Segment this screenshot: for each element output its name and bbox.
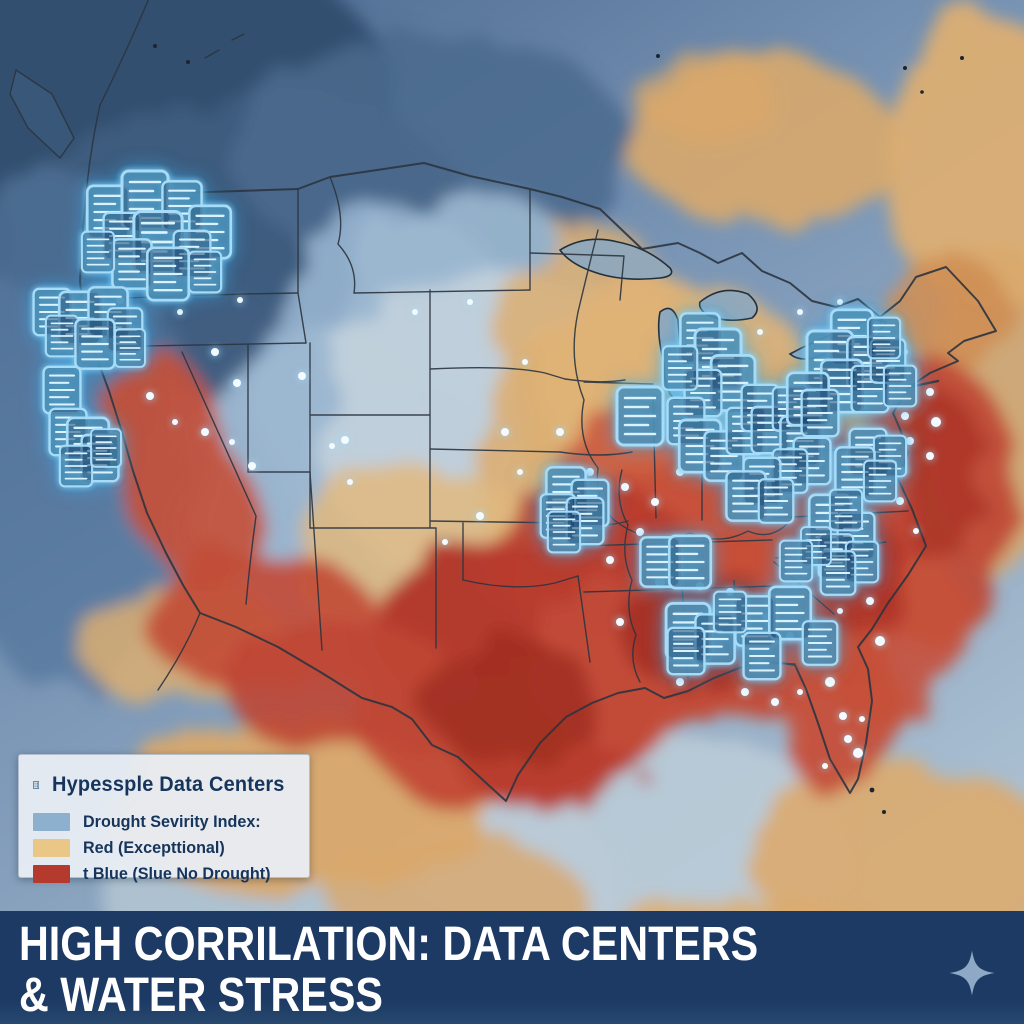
glow-dot <box>501 428 509 436</box>
glow-dot <box>616 618 624 626</box>
legend: Hypessple Data Centers Drought Sevirity … <box>18 754 310 883</box>
glow-dot <box>412 309 418 315</box>
legend-label-index: Drought Sevirity Index: <box>83 811 261 831</box>
glow-dot <box>248 462 256 470</box>
legend-swatch-blue <box>33 812 70 831</box>
glow-dot <box>741 688 749 696</box>
banner-title: HIGH CORRILATION: DATA CENTERS & WATER S… <box>19 919 879 1021</box>
legend-swatch-tan <box>33 838 70 857</box>
glow-dot <box>931 417 941 427</box>
glow-dot <box>676 678 684 686</box>
glow-dot <box>476 512 484 520</box>
data-center-marker <box>800 388 840 438</box>
glow-dot <box>442 539 448 545</box>
data-center-marker <box>742 631 782 681</box>
data-center-marker <box>42 365 82 415</box>
glow-dot <box>901 412 909 420</box>
glow-dot <box>797 689 803 695</box>
title-banner: HIGH CORRILATION: DATA CENTERS & WATER S… <box>0 911 1024 1024</box>
glow-dot <box>233 379 241 387</box>
data-center-marker <box>114 328 146 368</box>
glow-dot <box>298 372 306 380</box>
glow-dot <box>837 299 843 305</box>
glow-dot <box>517 469 523 475</box>
data-center-marker <box>111 238 153 290</box>
server-rack-icon <box>33 781 40 789</box>
data-center-marker <box>828 488 864 532</box>
data-center-marker <box>882 364 918 408</box>
data-center-marker <box>546 510 582 554</box>
glow-dot <box>586 468 594 476</box>
data-center-marker <box>187 250 223 294</box>
glow-dot <box>866 597 874 605</box>
data-center-marker <box>757 478 795 524</box>
data-center-marker <box>712 590 748 634</box>
four-point-star-icon <box>949 950 995 996</box>
data-center-marker <box>615 385 665 447</box>
glow-dot <box>556 428 564 436</box>
glow-dot <box>347 479 353 485</box>
data-center-marker <box>801 620 839 666</box>
data-center-marker <box>778 539 814 583</box>
glow-dot <box>913 528 919 534</box>
glow-dot <box>146 392 154 400</box>
data-center-marker <box>74 318 116 370</box>
data-center-marker <box>44 314 80 358</box>
glow-dot <box>172 419 178 425</box>
glow-dot <box>906 437 914 445</box>
glow-dot <box>825 677 835 687</box>
glow-dot <box>341 436 349 444</box>
data-center-marker <box>58 444 94 488</box>
glow-dot <box>636 528 644 536</box>
glow-dot <box>797 309 803 315</box>
glow-dot <box>926 388 934 396</box>
legend-title-row: Hypessple Data Centers <box>33 765 297 805</box>
banner-title-line1: HIGH CORRILATION: DATA CENTERS <box>19 918 759 971</box>
glow-dot <box>822 763 828 769</box>
glow-dot <box>651 498 659 506</box>
glow-dot <box>896 497 904 505</box>
legend-title: Hypessple Data Centers <box>52 773 285 796</box>
legend-row-index: Drought Sevirity Index: <box>33 812 297 831</box>
glow-dot <box>201 428 209 436</box>
glow-dot <box>329 443 335 449</box>
data-center-marker <box>90 428 122 468</box>
glow-dot <box>771 698 779 706</box>
data-center-marker <box>145 246 191 302</box>
glow-dot <box>522 359 528 365</box>
island-specks <box>153 44 964 814</box>
glow-dot <box>926 452 934 460</box>
legend-label-exceptional: Red (Excepttional) <box>83 837 225 857</box>
data-center-marker <box>80 230 116 274</box>
legend-swatch-red <box>33 864 70 883</box>
glow-dot <box>875 636 885 646</box>
glow-dot <box>859 716 865 722</box>
glow-dot <box>467 299 473 305</box>
glow-dot <box>177 309 183 315</box>
data-center-marker <box>866 316 902 360</box>
legend-row-no-drought: t Blue (Slue No Drought) <box>33 864 297 883</box>
glow-dot <box>606 556 614 564</box>
glow-dot <box>237 297 243 303</box>
glow-dot <box>211 348 219 356</box>
banner-title-line2: & WATER STRESS <box>19 969 383 1022</box>
data-center-marker <box>862 459 898 503</box>
legend-row-exceptional: Red (Excepttional) <box>33 838 297 857</box>
legend-label-no-drought: t Blue (Slue No Drought) <box>83 863 271 883</box>
glow-dot <box>839 712 847 720</box>
glow-dot <box>757 329 763 335</box>
data-center-marker <box>661 345 699 391</box>
data-center-marker <box>666 626 706 676</box>
glow-dot <box>229 439 235 445</box>
data-center-marker <box>667 534 713 590</box>
legend-rows: Drought Sevirity Index: Red (Excepttiona… <box>33 812 297 883</box>
glow-dot <box>621 483 629 491</box>
glow-dot <box>853 748 863 758</box>
glow-dot <box>837 608 843 614</box>
glow-dot <box>844 735 852 743</box>
